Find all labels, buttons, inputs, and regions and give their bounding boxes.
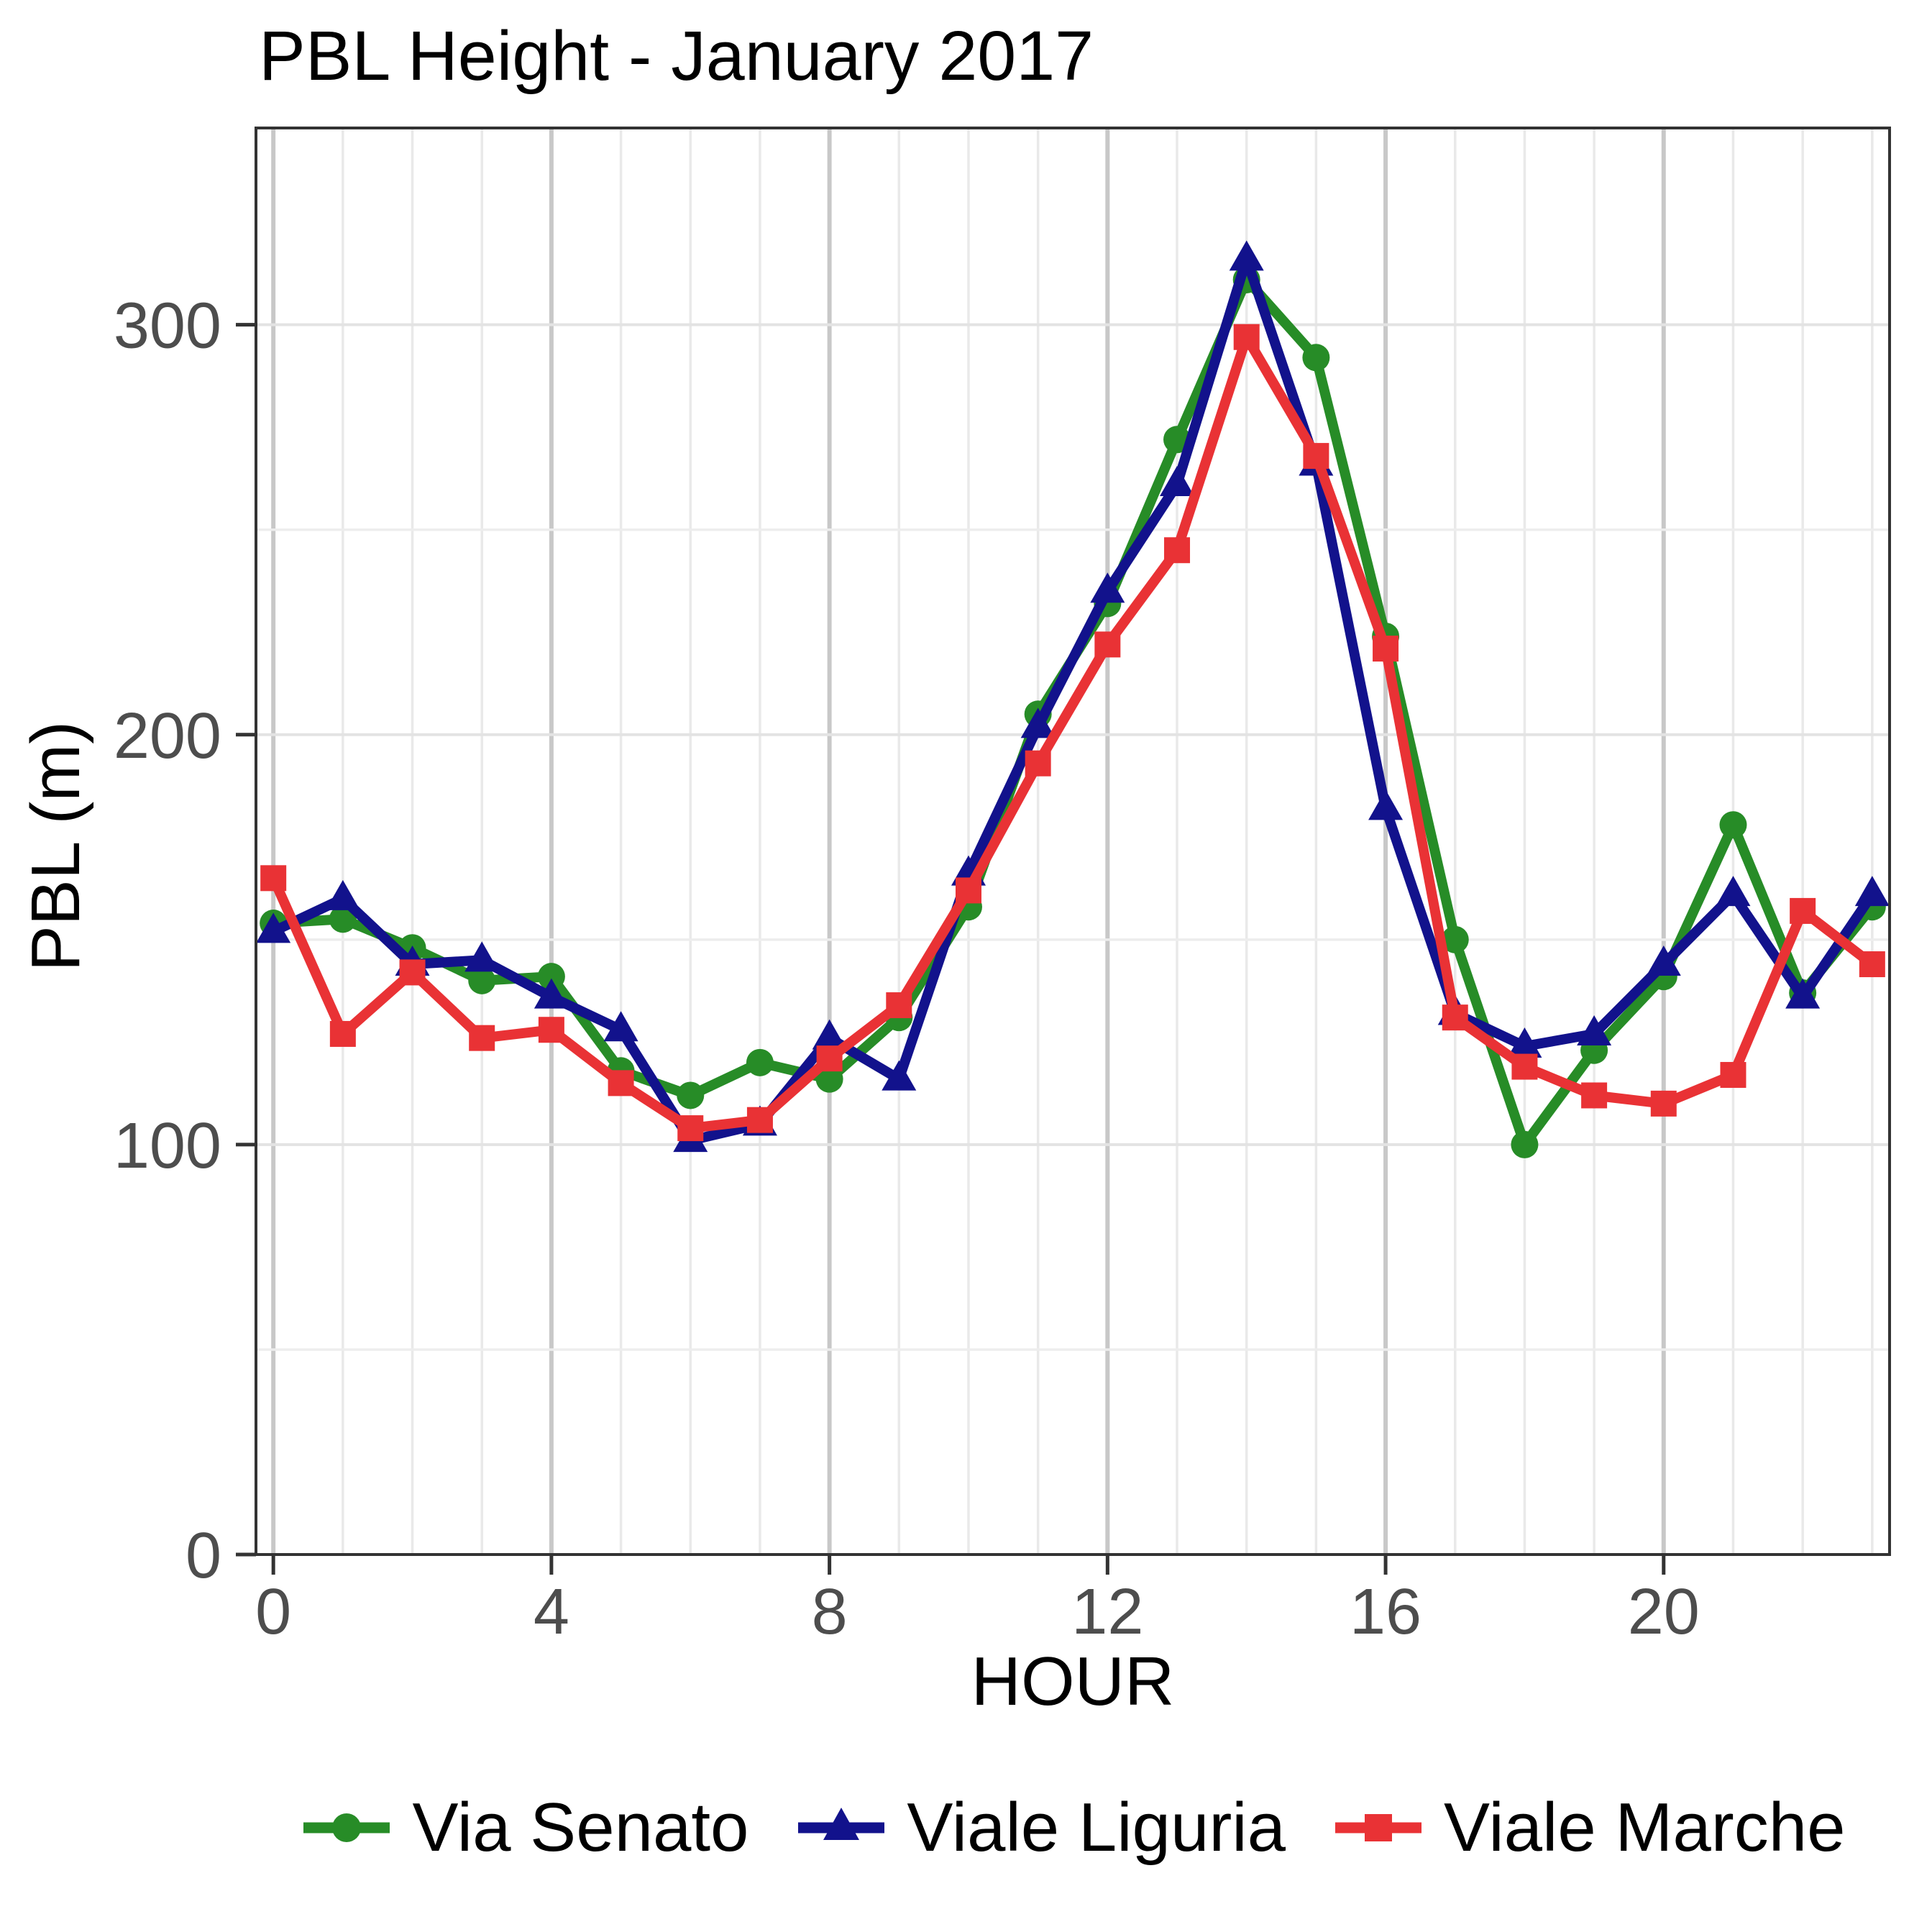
series-marker-square bbox=[746, 1107, 773, 1133]
series-marker-square bbox=[816, 1045, 843, 1072]
series-marker-square bbox=[538, 1017, 564, 1043]
legend-key-triangle-icon bbox=[798, 1808, 885, 1840]
series-marker-square bbox=[955, 877, 981, 904]
series-marker-circle bbox=[815, 1065, 843, 1093]
y-tick-label: 300 bbox=[114, 290, 221, 362]
series-marker-square bbox=[1094, 631, 1121, 658]
series-marker-circle bbox=[329, 905, 357, 933]
series-marker-triangle bbox=[1020, 708, 1056, 738]
series-marker-square bbox=[329, 1020, 356, 1047]
legend-item: Viale Liguria bbox=[795, 1788, 1286, 1867]
series-marker-circle bbox=[677, 1081, 705, 1109]
legend-label: Viale Liguria bbox=[907, 1789, 1286, 1866]
series-marker-square bbox=[608, 1070, 634, 1097]
legend-label: Viale Marche bbox=[1444, 1789, 1846, 1866]
y-tick-label: 100 bbox=[114, 1110, 221, 1182]
series-marker-triangle bbox=[1854, 876, 1890, 907]
series-marker-square bbox=[469, 1025, 495, 1051]
series-marker-square bbox=[1859, 951, 1885, 978]
series-marker-square bbox=[1442, 1004, 1468, 1031]
series-marker-triangle bbox=[812, 1019, 847, 1050]
series-marker-triangle bbox=[256, 912, 291, 943]
series-marker-triangle bbox=[1090, 572, 1125, 603]
legend: Via Senato Viale Liguria Viale Marche bbox=[256, 1770, 1890, 1885]
x-tick-label: 16 bbox=[1350, 1576, 1421, 1648]
series-marker-triangle bbox=[1507, 1027, 1542, 1058]
series-marker-square bbox=[1373, 636, 1399, 662]
series-marker-triangle bbox=[534, 978, 569, 1009]
series-marker-square bbox=[399, 959, 426, 986]
series-marker-square bbox=[1164, 537, 1191, 564]
series-marker-circle bbox=[1719, 811, 1747, 839]
series-line bbox=[271, 254, 1877, 1146]
x-tick-label: 12 bbox=[1071, 1576, 1143, 1648]
x-tick-label: 20 bbox=[1628, 1576, 1700, 1648]
series-marker-square bbox=[1790, 897, 1816, 924]
x-tick-label: 0 bbox=[255, 1576, 291, 1648]
x-tick-label: 4 bbox=[534, 1576, 569, 1648]
series-marker-square bbox=[1025, 750, 1051, 777]
legend-key-circle-icon bbox=[303, 1813, 390, 1842]
x-axis-title: HOUR bbox=[971, 1643, 1175, 1720]
series-marker-square bbox=[1303, 443, 1329, 470]
series-marker-triangle bbox=[1577, 1015, 1612, 1045]
series-marker-triangle bbox=[1160, 466, 1195, 496]
series-marker-square bbox=[260, 865, 287, 892]
legend-item: Via Senato bbox=[300, 1788, 748, 1867]
series-marker-triangle bbox=[464, 941, 500, 972]
series-marker-square bbox=[1720, 1061, 1746, 1088]
series-marker-triangle bbox=[882, 1060, 917, 1091]
series-marker-square bbox=[1581, 1082, 1608, 1109]
x-tick-label: 8 bbox=[812, 1576, 848, 1648]
series-marker-triangle bbox=[603, 1011, 638, 1042]
series-marker-circle bbox=[1441, 925, 1469, 953]
legend-label: Via Senato bbox=[412, 1789, 749, 1866]
series-marker-triangle bbox=[1368, 789, 1404, 820]
series-marker-triangle bbox=[325, 879, 360, 910]
series-marker-square bbox=[1511, 1053, 1538, 1080]
chart-title: PBL Height - January 2017 bbox=[259, 17, 1094, 95]
series-marker-triangle bbox=[1716, 876, 1751, 907]
series-marker-circle bbox=[468, 966, 496, 994]
series-marker-triangle bbox=[1229, 240, 1264, 271]
series-marker-circle bbox=[537, 963, 565, 991]
series-marker-circle bbox=[746, 1048, 774, 1076]
series-marker-triangle bbox=[1785, 978, 1821, 1009]
legend-item: Viale Marche bbox=[1332, 1788, 1846, 1867]
y-tick-label: 200 bbox=[114, 700, 221, 772]
series-marker-square bbox=[1650, 1090, 1677, 1117]
series-marker-square bbox=[886, 992, 912, 1019]
series-marker-square bbox=[1233, 324, 1260, 350]
panel-border bbox=[255, 127, 1891, 1556]
series-marker-circle bbox=[1511, 1130, 1539, 1158]
series-marker-triangle bbox=[1646, 946, 1681, 976]
legend-key-square-icon bbox=[1335, 1814, 1422, 1841]
series-marker-square bbox=[677, 1115, 704, 1142]
series-marker-circle bbox=[1302, 344, 1330, 372]
y-tick-label: 0 bbox=[186, 1520, 221, 1592]
